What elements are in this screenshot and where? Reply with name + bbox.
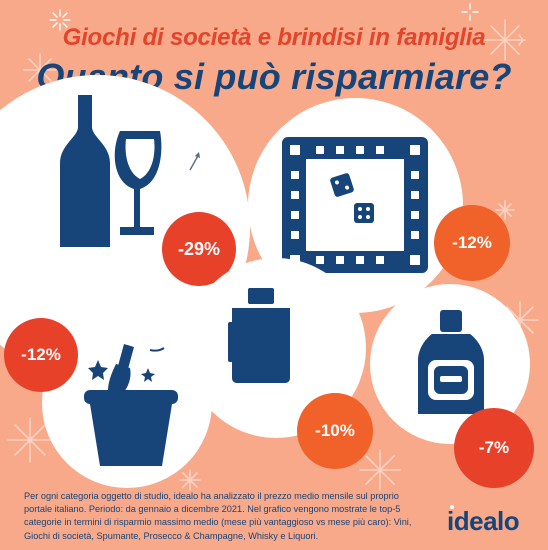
idealo-logo: idealo — [447, 506, 520, 536]
wine-bottle-and-glass-icon — [60, 95, 162, 247]
methodology-note: Per ogni categoria oggetto di studio, id… — [24, 491, 412, 541]
board-game-savings-badge: -12% — [434, 205, 510, 281]
whisky-savings-badge: -10% — [297, 393, 373, 469]
champagne-bucket-icon — [84, 344, 178, 466]
wine-savings-badge: -29% — [162, 212, 236, 286]
liquor-flask-icon — [418, 310, 484, 414]
cursor-icon — [189, 152, 200, 171]
logo-dot — [450, 505, 454, 509]
subtitle: Giochi di società e brindisi in famiglia — [62, 24, 486, 51]
liquor-savings-badge: -7% — [454, 408, 534, 488]
champagne-savings-badge: -12% — [4, 318, 78, 392]
whisky-bottle-icon — [228, 288, 290, 383]
board-game-icon — [282, 137, 428, 273]
